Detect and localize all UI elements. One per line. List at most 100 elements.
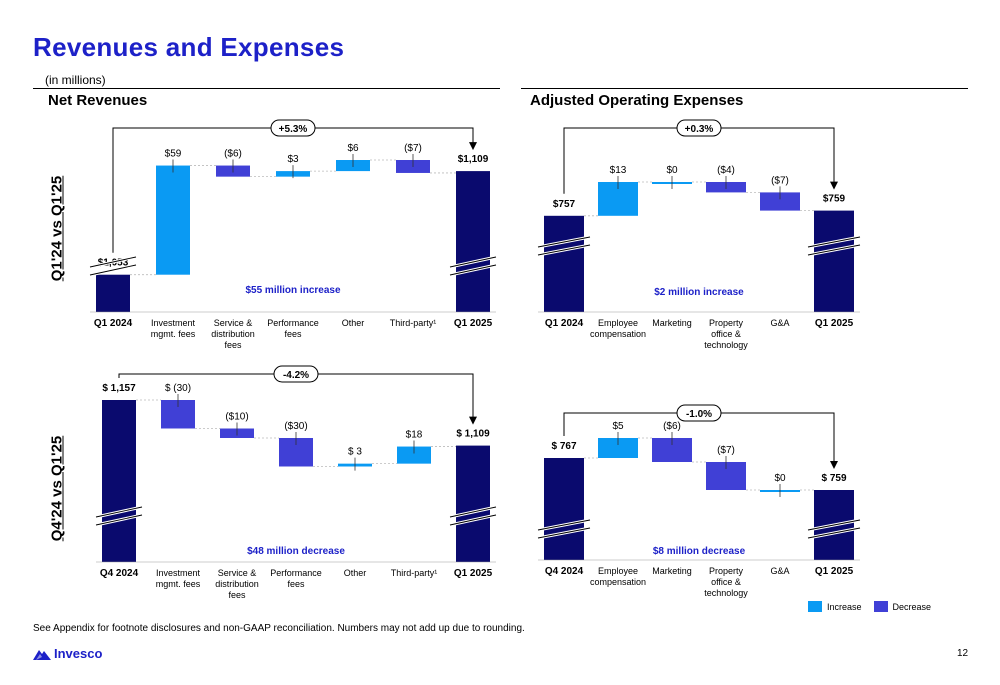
adjusted-operating-expenses-3-bar-1 [598, 438, 638, 458]
net-revenues-0-category-label-5-0: Third-party¹ [390, 318, 437, 328]
legend-increase: Increase [808, 601, 862, 612]
adjusted-operating-expenses-3-category-label-1-0: Employee [598, 566, 638, 576]
adjusted-operating-expenses-3-summary: $8 million decrease [653, 546, 746, 557]
net-revenues-2-value-label-1: $ (30) [165, 383, 191, 394]
adjusted-operating-expenses-3-value-label-2: ($6) [663, 421, 681, 432]
adjusted-operating-expenses-3-value-label-0: $ 767 [551, 441, 576, 452]
net-revenues-0-category-label-3-0: Performance [267, 318, 319, 328]
net-revenues-0-category-label-3-1: fees [284, 329, 302, 339]
net-revenues-2-category-label-5-0: Third-party¹ [391, 568, 438, 578]
net-revenues-2-category-label-3-0: Performance [270, 568, 322, 578]
adjusted-operating-expenses-3-value-label-3: ($7) [717, 445, 735, 456]
net-revenues-0-change-label: +5.3% [279, 124, 308, 135]
adjusted-operating-expenses-1-break-mark-5-1 [807, 244, 861, 256]
adjusted-operating-expenses-3-value-label-4: $0 [774, 473, 786, 484]
adjusted-operating-expenses-1-value-label-4: ($7) [771, 175, 789, 186]
net-revenues-2-break-mark-0-1 [95, 514, 143, 526]
net-revenues-0-value-label-3: $3 [287, 154, 299, 165]
adjusted-operating-expenses-1-break-mark-5-0 [807, 236, 861, 248]
net-revenues-0-change-arrow-icon [469, 142, 477, 151]
net-revenues-2-category-label-1-0: Investment [156, 568, 201, 578]
net-revenues-0-break-mark-0-1 [89, 264, 137, 276]
adjusted-operating-expenses-3-value-label-5: $ 759 [821, 473, 846, 484]
net-revenues-0-category-label-1-0: Investment [151, 318, 196, 328]
adjusted-operating-expenses-3-category-label-3-0: Property [709, 566, 744, 576]
adjusted-operating-expenses-1-bar-4 [760, 192, 800, 211]
legend-increase-swatch [808, 601, 822, 612]
mountain-logo-icon [33, 649, 51, 660]
legend-increase-label: Increase [827, 601, 862, 612]
adjusted-operating-expenses-3-category-label-5-0: Q1 2025 [815, 566, 854, 577]
net-revenues-2-bar-6 [456, 445, 490, 562]
net-revenues-0-value-label-5: ($7) [404, 143, 422, 154]
adjusted-operating-expenses-1-change-arrow-icon [830, 181, 838, 190]
adjusted-operating-expenses-1-summary: $2 million increase [654, 287, 744, 298]
adjusted-operating-expenses-3-break-mark-5-1 [807, 527, 861, 539]
adjusted-operating-expenses-3-bar-0 [544, 458, 584, 560]
net-revenues-0-value-label-2: ($6) [224, 149, 242, 160]
adjusted-operating-expenses-1-category-label-5-0: Q1 2025 [815, 318, 854, 329]
net-revenues-0-category-label-0-0: Q1 2024 [94, 318, 133, 329]
net-revenues-2-value-label-5: $18 [406, 430, 423, 441]
header-rule-right [521, 88, 968, 89]
adjusted-operating-expenses-3-change-pill [676, 404, 722, 422]
net-revenues-2-category-label-2-1: distribution [215, 579, 259, 589]
adjusted-operating-expenses-1-value-label-3: ($4) [717, 165, 735, 176]
net-revenues-2-category-label-6-0: Q1 2025 [454, 568, 493, 579]
page-subtitle: (in millions) [45, 73, 106, 87]
adjusted-operating-expenses-1-break-mark-0-0 [537, 236, 591, 248]
net-revenues-2-break-mark-6-0 [449, 506, 497, 518]
legend-decrease-swatch [873, 601, 888, 612]
net-revenues-2-value-label-2: ($10) [225, 412, 248, 423]
legend-decrease-label: Decrease [892, 601, 932, 612]
adjusted-operating-expenses-3-break-mark-5-0 [807, 519, 861, 531]
net-revenues-0-category-label-2-0: Service & [214, 318, 253, 328]
net-revenues-2-value-label-0: $ 1,157 [102, 383, 136, 394]
adjusted-operating-expenses-3-change-arrow-icon [830, 461, 838, 469]
adjusted-operating-expenses-1-value-label-1: $13 [610, 165, 627, 176]
net-revenues-0-summary: $55 million increase [245, 285, 340, 296]
adjusted-operating-expenses-1-bar-0 [544, 215, 584, 312]
adjusted-operating-expenses-1-category-label-2-0: Marketing [652, 318, 692, 328]
adjusted-operating-expenses-1-value-label-2: $0 [666, 165, 678, 176]
net-revenues-2-category-label-0-0: Q4 2024 [100, 568, 139, 579]
net-revenues-2-bar-5 [397, 446, 431, 464]
net-revenues-2-change-pill [273, 365, 319, 383]
net-revenues-2-value-label-4: $ 3 [348, 447, 362, 458]
net-revenues-title: Net Revenues [48, 92, 148, 109]
adjusted-operating-expenses-3-category-label-3-1: office & [711, 577, 741, 587]
adjusted-operating-expenses-3-change-label: -1.0% [686, 409, 712, 420]
adjusted-operating-expenses-1-category-label-3-2: technology [704, 340, 748, 350]
chart-legend: Increase Decrease [808, 601, 943, 612]
net-revenues-2-change-arrow-icon [469, 416, 477, 425]
adjusted-operating-expenses-1-change-pill [676, 119, 722, 137]
adjusted-operating-expenses-1-category-label-0-0: Q1 2024 [545, 318, 584, 329]
adjusted-operating-expenses-1-category-label-1-1: compensation [590, 329, 646, 339]
adjusted-operating-expenses-3-category-label-3-2: technology [704, 588, 748, 598]
adjusted-operating-expenses-3-category-label-0-0: Q4 2024 [545, 566, 584, 577]
adjusted-operating-expenses-3-category-label-2-0: Marketing [652, 566, 692, 576]
adjusted-operating-expenses-3-break-mark-0-1 [537, 527, 591, 539]
net-revenues-0-category-label-4-0: Other [342, 318, 365, 328]
net-revenues-2-category-label-2-2: fees [228, 590, 246, 600]
row-label-q1-vs-q1: Q1'24 vs Q1'25 [48, 175, 66, 282]
row-label-q4-vs-q1: Q4'24 vs Q1'25 [48, 435, 66, 542]
adjusted-operating-expenses-3-category-label-4-0: G&A [770, 566, 789, 576]
adjusted-operating-expenses-3-break-mark-0-0 [537, 519, 591, 531]
net-revenues-0-category-label-2-2: fees [224, 340, 242, 350]
net-revenues-2-break-mark-0-0 [95, 506, 143, 518]
net-revenues-2-value-label-6: $ 1,109 [456, 429, 490, 440]
net-revenues-0-bar-6 [456, 171, 490, 312]
net-revenues-0-bar-0 [96, 274, 130, 312]
adjusted-operating-expenses-3-category-label-1-1: compensation [590, 577, 646, 587]
net-revenues-2-break-mark-6-1 [449, 514, 497, 526]
adjusted-operating-expenses-1-category-label-4-0: G&A [770, 318, 789, 328]
adjusted-operating-expenses-1-bar-5 [814, 210, 854, 312]
net-revenues-2-value-label-3: ($30) [284, 421, 307, 432]
adjusted-operating-expenses-1-value-label-5: $759 [823, 194, 846, 205]
net-revenues-2-category-label-1-1: mgmt. fees [156, 579, 201, 589]
net-revenues-0-value-label-4: $6 [347, 143, 359, 154]
